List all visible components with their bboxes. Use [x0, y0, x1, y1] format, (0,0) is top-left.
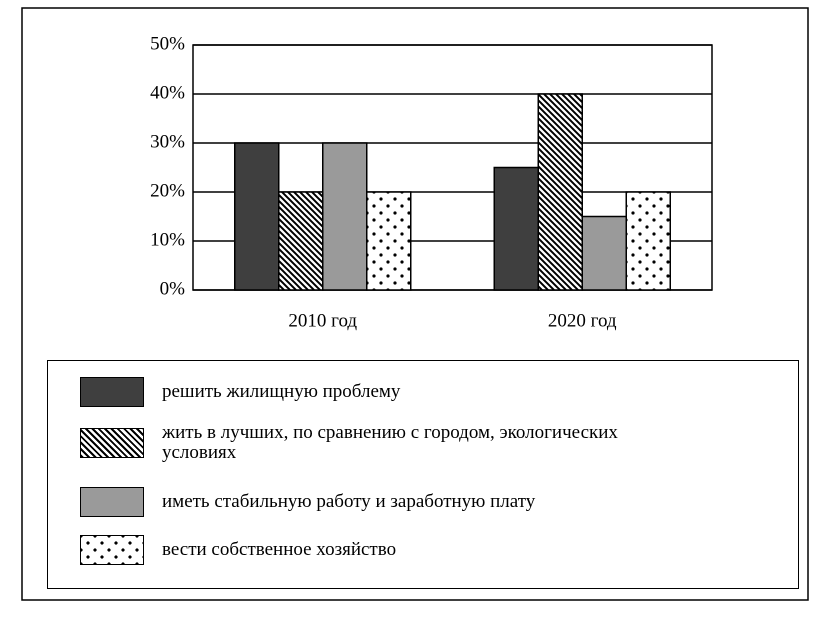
legend-swatch [80, 535, 144, 565]
bar [278, 191, 324, 291]
bar [625, 191, 671, 291]
bar [234, 142, 280, 291]
legend-swatch [80, 487, 144, 517]
legend: решить жилищную проблему жить в лучших, п… [47, 360, 799, 589]
legend-swatch [80, 428, 144, 458]
legend-item: иметь стабильную работу и заработную пла… [80, 487, 642, 517]
legend-item: жить в лучших, по сравнению с городом, э… [80, 423, 642, 463]
legend-item: решить жилищную проблему [80, 377, 642, 407]
bar [322, 142, 368, 291]
y-tick-label: 0% [160, 278, 186, 299]
y-tick-label: 50% [150, 33, 185, 54]
y-tick-label: 10% [150, 229, 185, 250]
y-tick-label: 40% [150, 82, 185, 103]
plot-border [192, 44, 713, 291]
legend-label: вести собственное хозяйство [162, 539, 397, 560]
frame [21, 7, 809, 601]
legend-label: решить жилищную проблему [162, 381, 401, 402]
y-tick-label: 30% [150, 131, 185, 152]
legend-label: иметь стабильную работу и заработную пла… [162, 491, 536, 512]
y-tick-label: 20% [150, 180, 185, 201]
bar [493, 166, 539, 291]
legend-label: жить в лучших, по сравнению с городом, э… [162, 422, 618, 463]
bar [581, 215, 627, 291]
x-tick-label: 2010 год [288, 310, 357, 331]
bar [537, 93, 583, 291]
legend-swatch [80, 377, 144, 407]
x-tick-label: 2020 год [548, 310, 617, 331]
bar [366, 191, 412, 291]
legend-item: вести собственное хозяйство [80, 535, 642, 565]
